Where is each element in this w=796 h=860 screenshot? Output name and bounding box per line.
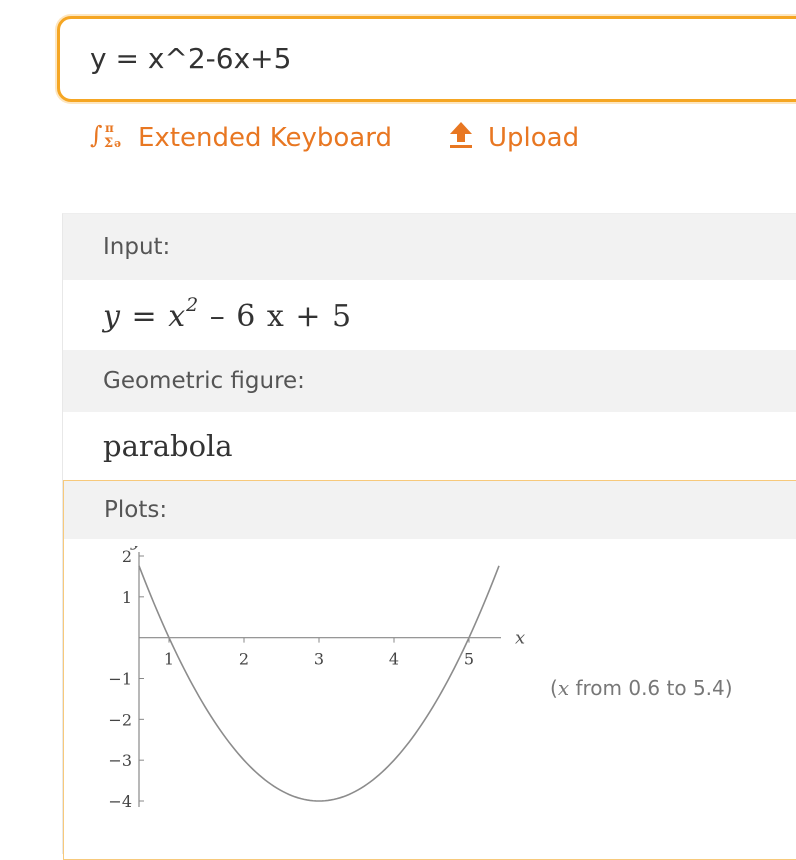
y-tick-label: −3	[108, 751, 132, 770]
input-formula: y = x2 – 6 x + 5	[103, 294, 353, 334]
formula-base: x	[168, 299, 187, 334]
x-tick-label: 5	[464, 650, 474, 669]
plot-range-note: (x from 0.6 to 5.4)	[550, 676, 733, 700]
svg-text:∫: ∫	[90, 121, 103, 149]
geometric-pod-content: parabola	[63, 414, 796, 478]
range-variable: x	[557, 676, 570, 700]
x-tick-label: 1	[164, 650, 174, 669]
svg-text:π: π	[105, 121, 114, 135]
plots-pod: Plots: 1 2 3 4 5 2 1 −1 −2 −3 −4 x y (x from 0.6 to …	[63, 480, 796, 860]
upload-button[interactable]: Upload	[448, 118, 579, 158]
y-axis-label: y	[130, 546, 142, 551]
input-pod-title: Input:	[63, 214, 796, 280]
formula-rest: – 6 x + 5	[209, 299, 353, 334]
formula-lhs: y	[103, 299, 121, 334]
x-tick-label: 3	[314, 650, 324, 669]
search-input[interactable]	[88, 41, 692, 76]
geometric-figure-value: parabola	[103, 429, 233, 463]
series-line-0	[138, 565, 500, 802]
extended-keyboard-label: Extended Keyboard	[138, 123, 392, 153]
input-pod-content: y = x2 – 6 x + 5	[63, 284, 796, 348]
plots-pod-title: Plots:	[64, 481, 796, 539]
y-tick-label: 1	[122, 588, 132, 607]
results-panel: Input: y = x2 – 6 x + 5 Geometric figure…	[62, 213, 796, 860]
range-text: from 0.6 to 5.4)	[569, 676, 733, 700]
y-tick-label: −2	[108, 710, 132, 729]
svg-text:ə: ə	[114, 137, 121, 150]
y-tick-label: −4	[108, 792, 132, 811]
formula-exponent: 2	[186, 294, 200, 316]
extended-keyboard-button[interactable]: ∫ π Σ ə Extended Keyboard	[90, 118, 392, 158]
x-tick-label: 4	[389, 650, 399, 669]
x-tick-label: 2	[239, 650, 249, 669]
plot-chart: 1 2 3 4 5 2 1 −1 −2 −3 −4 x y	[108, 546, 525, 811]
x-axis-label: x	[515, 628, 525, 649]
geometric-pod-title: Geometric figure:	[63, 350, 796, 412]
y-tick-label: 2	[122, 547, 132, 566]
upload-label: Upload	[488, 123, 580, 153]
math-keyboard-icon: ∫ π Σ ə	[90, 119, 124, 158]
y-tick-label: −1	[108, 670, 132, 689]
upload-icon	[448, 120, 474, 157]
search-box[interactable]	[57, 16, 796, 102]
svg-text:Σ: Σ	[104, 136, 113, 151]
